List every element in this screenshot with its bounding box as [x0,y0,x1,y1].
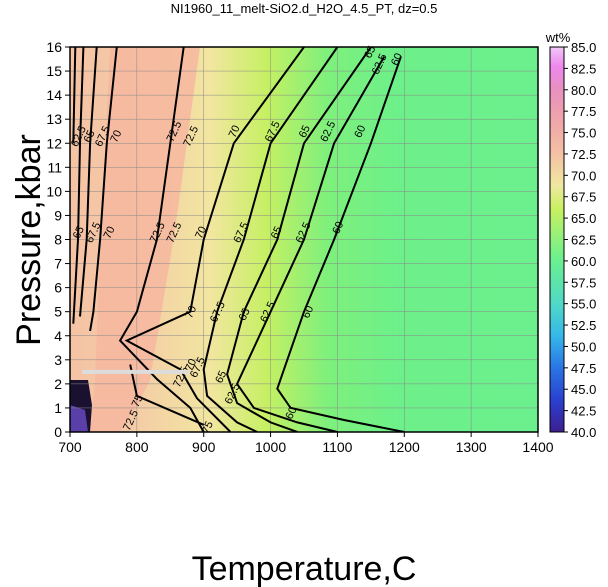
y-tick-label: 12 [46,135,62,151]
x-axis-ticks: 700 800 900 1000 1100 1200 1300 1400 [58,432,554,455]
y-tick-label: 7 [54,256,62,272]
y-tick-label: 13 [46,111,62,127]
contour-label: 60 [284,405,300,421]
contour-line [129,364,205,426]
colorbar-tick-label: 85.0 [571,40,596,55]
contour-label: 65 [71,225,87,241]
y-tick-label: 10 [46,183,62,199]
colorbar-tick-label: 50.0 [571,339,596,354]
colorbar-tick-label: 52.5 [571,318,596,333]
colorbar-tick-label: 40.0 [571,425,596,440]
y-tick-label: 11 [47,159,62,175]
contour-label: 65 [362,44,378,60]
low-temperature-purple [70,405,88,432]
x-tick-label: 1300 [456,439,487,455]
x-tick-label: 1000 [255,439,286,455]
contour-line [118,47,205,432]
contour-line [72,47,85,324]
colorbar-tick-label: 65.0 [571,211,596,226]
y-tick-label: 14 [46,87,62,103]
x-tick-label: 1400 [522,439,553,455]
plot-area: 606060606062.562.562.562.562.56565656565… [46,39,553,455]
contour-line [276,56,405,432]
colorbar-gradient [549,46,565,433]
x-tick-label: 1100 [322,439,352,455]
colorbar-tick-label: 77.5 [571,104,596,119]
contour-label: 70 [102,225,118,241]
colorbar-ticks: 40.0 42.5 45.0 47.5 50.0 52.5 55.0 57.5 60.0 62.5… [564,40,596,440]
y-tick-label: 6 [54,280,62,296]
colorbar-tick-label: 60.0 [571,254,596,269]
y-tick-label: 15 [46,63,62,79]
colorbar-tick-label: 72.5 [571,147,596,162]
colorbar-tick-label: 80.0 [571,83,596,98]
colorbar-tick-label: 62.5 [571,233,596,248]
contour-line [202,47,339,432]
contour-line [72,47,77,144]
contour-label: 65 [269,225,285,241]
y-tick-label: 4 [54,328,62,344]
contour-label: 65 [237,306,253,322]
y-tick-label: 8 [54,232,62,248]
contour-label: 60 [330,220,346,236]
colorbar-tick-label: 67.5 [571,190,596,205]
y-tick-label: 9 [54,207,62,223]
colorbar-tick-label: 70.0 [571,168,596,183]
y-tick-label: 1 [54,400,62,416]
contour-label: 70 [183,357,199,373]
y-tick-label: 0 [54,424,62,440]
contour-line [89,47,118,332]
contour-label: 75 [130,393,146,409]
colorbar: wt% 40.0 42.5 45.0 47.5 50.0 52.5 55.0 57.5 60.0… [545,30,597,440]
contour-line [124,47,305,432]
colorbar-tick-label: 42.5 [571,404,596,419]
contour-label: 60 [300,304,316,320]
x-tick-label: 1200 [389,439,420,455]
grid [69,46,539,433]
colorbar-tick-label: 45.0 [571,382,596,397]
contour-label: 70 [108,128,124,144]
contour-label: 65 [213,369,229,385]
contour-label: 65 [82,128,98,144]
y-tick-label: 2 [54,376,62,392]
x-axis-label: Temperature,C [192,550,417,587]
colorbar-tick-label: 55.0 [571,297,596,312]
contour-label: 65 [297,124,313,140]
y-axis-label: Pressure,kbar [10,134,48,346]
contour-label: 60 [352,124,368,140]
y-tick-label: 5 [54,304,62,320]
contour-label: 70 [193,225,209,241]
x-tick-label: 700 [58,439,82,455]
contour-line [226,47,372,432]
contour-line [235,56,386,432]
contour-label: 70 [227,124,243,140]
colorbar-tick-label: 47.5 [571,361,596,376]
x-tick-label: 800 [125,439,149,455]
x-tick-label: 900 [192,439,216,455]
contour-label: 60 [389,51,405,67]
colorbar-label: wt% [545,30,571,45]
contour-label: 70 [183,304,199,320]
colorbar-tick-label: 82.5 [571,61,596,76]
y-tick-label: 3 [54,352,62,368]
y-tick-label: 16 [46,39,62,55]
colorbar-tick-label: 75.0 [571,126,596,141]
colorbar-tick-label: 57.5 [571,275,596,290]
contour-line [79,47,98,317]
contour-lines [72,47,405,432]
chart-title: NI1960_11_melt-SiO2.d_H2O_4.5_PT, dz=0.5 [171,1,438,16]
